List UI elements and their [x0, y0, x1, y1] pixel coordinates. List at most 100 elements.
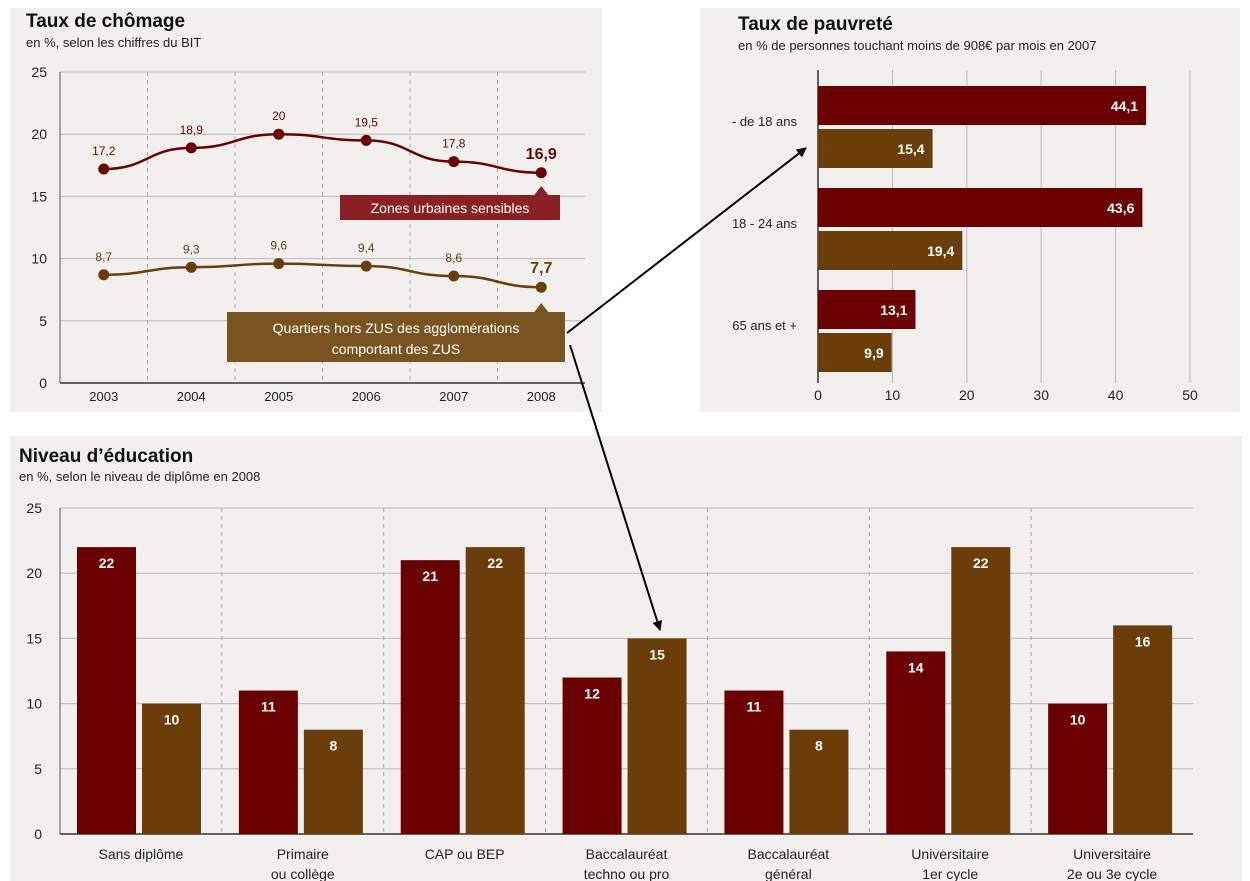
data-point: [185, 142, 197, 154]
bar-value-label: 8: [329, 738, 337, 754]
bar: [818, 231, 963, 270]
category-label: Universitaire: [911, 846, 989, 862]
bar-value-label: 10: [164, 712, 180, 728]
y-tick-label: 10: [26, 696, 42, 712]
x-tick-label: 10: [885, 387, 901, 403]
callout-pointer: [534, 186, 549, 195]
x-tick-label: 2005: [264, 389, 293, 404]
bar: [1048, 703, 1108, 834]
x-tick-label: 2003: [89, 389, 118, 404]
data-point: [535, 281, 547, 293]
data-point: [360, 260, 372, 272]
x-tick-label: 40: [1108, 387, 1124, 403]
y-tick-label: 10: [31, 251, 47, 267]
y-tick-label: 0: [39, 375, 47, 391]
bar-value-label: 15,4: [897, 141, 924, 157]
data-point: [448, 270, 460, 282]
series-name-label: comportant des ZUS: [332, 341, 460, 357]
bar: [465, 547, 525, 834]
data-point: [185, 261, 197, 273]
bar-value-label: 11: [261, 699, 276, 715]
data-label: 17,8: [442, 137, 466, 151]
data-label: 18,9: [180, 123, 204, 137]
category-label: général: [765, 866, 812, 881]
data-point: [98, 163, 110, 175]
bar: [724, 690, 784, 834]
bar: [400, 560, 460, 834]
data-point: [273, 128, 285, 140]
data-label: 9,3: [183, 242, 200, 256]
data-label: 19,5: [355, 115, 379, 129]
data-label: 9,4: [358, 241, 375, 255]
bar-value-label: 22: [487, 555, 503, 571]
y-tick-label: 20: [31, 126, 47, 142]
data-label: 17,2: [92, 144, 116, 158]
y-tick-label: 25: [26, 500, 42, 516]
category-label: ou collège: [271, 866, 335, 881]
chomage-title: Taux de chômage: [26, 11, 186, 32]
y-tick-label: 5: [34, 761, 42, 777]
education-title: Niveau d’éducation: [19, 446, 194, 467]
bar-value-label: 13,1: [880, 302, 907, 318]
category-label: Baccalauréat: [747, 846, 829, 862]
series-line: [103, 132, 542, 175]
bar: [818, 188, 1143, 227]
bar-value-label: 22: [973, 555, 989, 571]
x-tick-label: 0: [814, 387, 822, 403]
category-label: Universitaire: [1073, 846, 1151, 862]
x-tick-label: 2006: [352, 389, 381, 404]
bar: [818, 129, 933, 168]
bar: [77, 547, 136, 834]
y-tick-label: 0: [34, 826, 42, 842]
bar-value-label: 16: [1135, 633, 1151, 649]
category-label: Baccalauréat: [586, 846, 668, 862]
bar-value-label: 15: [649, 646, 665, 662]
data-label: 9,6: [270, 239, 287, 253]
bar: [789, 729, 849, 834]
category-label: CAP ou BEP: [425, 846, 505, 862]
bar-value-label: 9,9: [864, 345, 884, 361]
bar: [142, 703, 201, 834]
bar: [818, 86, 1147, 125]
data-point: [360, 134, 372, 146]
bar: [886, 651, 946, 834]
bar: [818, 290, 916, 329]
y-tick-label: 15: [31, 188, 47, 204]
pauvrete-title: Taux de pauvreté: [738, 14, 893, 35]
pauvrete-subtitle: en % de personnes touchant moins de 908€…: [738, 38, 1097, 53]
y-tick-label: 15: [26, 630, 42, 646]
y-tick-label: 5: [39, 313, 47, 329]
data-point: [448, 156, 460, 168]
bar: [818, 333, 892, 372]
bar-value-label: 8: [815, 738, 823, 754]
data-point: [535, 167, 547, 179]
category-label: - de 18 ans: [732, 114, 798, 129]
bar-value-label: 44,1: [1111, 98, 1138, 114]
x-tick-label: 20: [959, 387, 975, 403]
bar: [1113, 625, 1173, 834]
data-label: 7,7: [530, 260, 552, 277]
series-label-box: [340, 195, 560, 220]
category-label: 2e ou 3e cycle: [1067, 866, 1157, 881]
y-tick-label: 25: [31, 64, 47, 80]
category-label: Primaire: [277, 846, 329, 862]
bar: [303, 729, 363, 834]
bar-value-label: 14: [908, 659, 924, 675]
category-label: Sans diplôme: [99, 846, 184, 862]
series-name-label: Quartiers hors ZUS des agglomérations: [273, 320, 520, 336]
bar-value-label: 11: [747, 699, 762, 715]
data-point: [98, 269, 110, 281]
y-tick-label: 20: [26, 565, 42, 581]
category-label: techno ou pro: [584, 866, 670, 881]
callout-pointer: [534, 303, 549, 312]
data-point: [273, 258, 285, 270]
data-label: 8,6: [445, 251, 462, 265]
series-line: [103, 262, 542, 289]
data-label: 16,9: [526, 146, 557, 163]
chomage-subtitle: en %, selon les chiffres du BIT: [26, 35, 202, 50]
education-subtitle: en %, selon le niveau de diplôme en 2008: [19, 469, 261, 484]
data-label: 20: [272, 109, 286, 123]
x-tick-label: 2007: [439, 389, 468, 404]
x-tick-label: 30: [1033, 387, 1049, 403]
